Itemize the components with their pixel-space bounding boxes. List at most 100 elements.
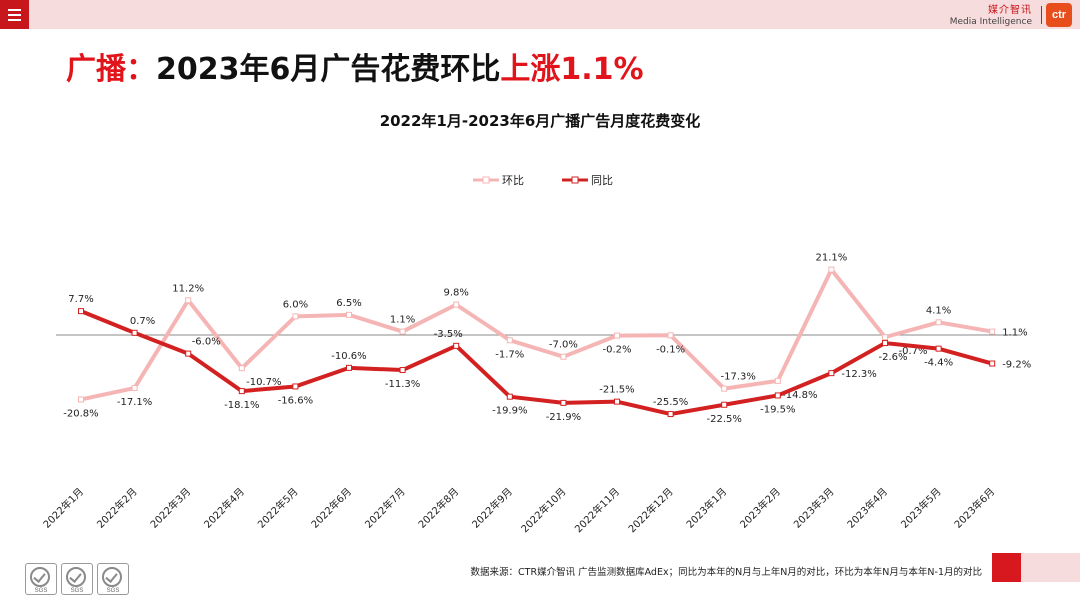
title-prefix: 广播： bbox=[66, 52, 156, 87]
data-label: 7.7% bbox=[68, 294, 93, 305]
data-point bbox=[346, 364, 352, 371]
data-label: 9.8% bbox=[443, 288, 468, 299]
x-tick-label: 2022年12月 bbox=[625, 485, 675, 535]
data-point bbox=[560, 353, 567, 360]
data-point bbox=[399, 328, 406, 335]
data-label: -1.7% bbox=[495, 349, 524, 360]
data-point bbox=[292, 383, 299, 390]
sgs-badge-icon: SGS bbox=[97, 563, 129, 595]
data-point bbox=[667, 332, 674, 339]
data-point bbox=[774, 392, 781, 399]
legend-label: 同比 bbox=[591, 174, 613, 187]
data-point bbox=[238, 365, 245, 372]
data-point bbox=[131, 329, 138, 336]
badge-label: SGS bbox=[34, 588, 48, 594]
x-tick-label: 2022年8月 bbox=[415, 485, 461, 531]
data-label: -2.6% bbox=[878, 352, 907, 363]
data-point bbox=[346, 311, 352, 318]
title-main: 2023年6月广告花费环比 bbox=[156, 52, 501, 87]
footer-pink-block bbox=[1021, 553, 1080, 582]
brand-text: 媒介智讯 Media Intelligence bbox=[950, 6, 1032, 27]
x-tick-label: 2022年10月 bbox=[518, 485, 568, 535]
data-point bbox=[935, 319, 942, 326]
data-label: -0.1% bbox=[656, 344, 685, 355]
x-tick-label: 2022年3月 bbox=[147, 485, 193, 531]
data-label: -21.5% bbox=[599, 385, 634, 396]
data-label: -0.2% bbox=[602, 345, 631, 356]
sgs-badge-icon: SGS bbox=[25, 563, 57, 595]
badge-label: SGS bbox=[106, 588, 120, 594]
data-point bbox=[131, 385, 138, 392]
data-label: 21.1% bbox=[816, 253, 848, 264]
data-label: -16.6% bbox=[278, 395, 313, 406]
menu-icon[interactable] bbox=[0, 0, 29, 29]
x-tick-label: 2023年6月 bbox=[951, 485, 997, 531]
data-point bbox=[185, 350, 192, 357]
x-tick-label: 2022年7月 bbox=[362, 485, 408, 531]
data-label: -17.1% bbox=[117, 397, 152, 408]
data-label: -3.5% bbox=[434, 329, 463, 340]
x-tick-label: 2022年5月 bbox=[255, 485, 301, 531]
x-tick-label: 2023年1月 bbox=[683, 485, 729, 531]
x-tick-label: 2023年4月 bbox=[844, 485, 890, 531]
data-point bbox=[292, 313, 299, 320]
certification-badges: SGS SGS SGS bbox=[25, 563, 129, 595]
data-source-note: 数据来源：CTR媒介智讯 广告监测数据库AdEx；同比为本年的N月与上年N月的对… bbox=[470, 567, 982, 578]
data-point bbox=[882, 334, 888, 341]
page-title: 广播：2023年6月广告花费环比上涨1.1% bbox=[66, 44, 644, 88]
series-line-tongbi bbox=[80, 309, 993, 417]
x-tick-label: 2022年2月 bbox=[94, 485, 140, 531]
data-label: -10.7% bbox=[246, 377, 281, 388]
x-tick-label: 2023年5月 bbox=[898, 485, 944, 531]
data-label: -6.0% bbox=[192, 337, 221, 348]
data-point bbox=[667, 411, 674, 418]
data-label: -17.3% bbox=[721, 372, 756, 383]
data-label: -18.1% bbox=[224, 400, 259, 411]
data-label: 0.7% bbox=[130, 316, 155, 327]
data-point bbox=[453, 342, 460, 349]
data-point bbox=[506, 393, 513, 400]
data-point bbox=[614, 398, 620, 405]
data-label: -12.3% bbox=[841, 369, 876, 380]
data-point bbox=[774, 377, 781, 384]
x-tick-label: 2022年1月 bbox=[40, 485, 86, 531]
data-label: -19.9% bbox=[492, 406, 527, 417]
top-bar: 媒介智讯 Media Intelligence ctr bbox=[0, 0, 1080, 29]
data-label: -7.0% bbox=[549, 340, 578, 351]
x-tick-label: 2022年6月 bbox=[308, 485, 354, 531]
data-label: 4.1% bbox=[926, 305, 951, 316]
x-tick-label: 2023年2月 bbox=[737, 485, 783, 531]
badge-label: SGS bbox=[70, 588, 84, 594]
brand-en: Media Intelligence bbox=[949, 17, 1032, 27]
legend-marker bbox=[482, 176, 490, 184]
data-point bbox=[399, 367, 406, 374]
data-point bbox=[506, 337, 513, 344]
data-label: -11.3% bbox=[385, 379, 420, 390]
chart-title: 2022年1月-2023年6月广播广告月度花费变化 bbox=[379, 112, 701, 130]
sgs-badge-icon: SGS bbox=[61, 563, 93, 595]
data-label: -21.9% bbox=[546, 412, 581, 423]
data-label: -25.5% bbox=[653, 397, 688, 408]
data-point bbox=[935, 345, 942, 352]
x-tick-label: 2022年4月 bbox=[201, 485, 247, 531]
series-line-huanbi bbox=[80, 267, 993, 402]
data-point bbox=[185, 297, 192, 304]
data-label: -14.8% bbox=[782, 390, 817, 401]
footer-red-block bbox=[992, 553, 1021, 582]
data-label: -10.6% bbox=[331, 351, 366, 362]
brand-cn: 媒介智讯 bbox=[988, 5, 1032, 16]
data-point bbox=[828, 370, 835, 377]
data-point bbox=[989, 328, 996, 335]
data-point bbox=[721, 385, 728, 392]
brand-divider bbox=[1041, 6, 1042, 24]
data-label: 6.5% bbox=[336, 298, 361, 309]
data-point bbox=[238, 388, 245, 395]
ctr-logo: ctr bbox=[1046, 3, 1072, 27]
title-highlight: 上涨1.1% bbox=[500, 52, 644, 87]
x-tick-label: 2023年3月 bbox=[791, 485, 837, 531]
legend-label: 环比 bbox=[502, 174, 524, 187]
x-tick-label: 2022年11月 bbox=[572, 485, 622, 535]
x-tick-label: 2022年9月 bbox=[469, 485, 515, 531]
data-label: -0.7% bbox=[898, 346, 927, 357]
